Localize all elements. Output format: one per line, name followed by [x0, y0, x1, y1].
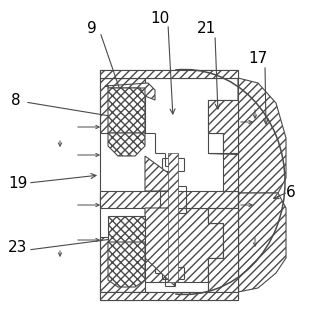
- Polygon shape: [238, 78, 286, 193]
- Text: 23: 23: [8, 241, 28, 256]
- Polygon shape: [108, 133, 145, 156]
- Polygon shape: [105, 83, 155, 100]
- Text: 21: 21: [197, 20, 217, 36]
- Polygon shape: [208, 153, 238, 292]
- Text: 17: 17: [248, 51, 268, 66]
- Text: 9: 9: [87, 20, 97, 36]
- Polygon shape: [145, 208, 175, 286]
- Polygon shape: [168, 153, 178, 282]
- Text: 19: 19: [8, 176, 28, 191]
- Polygon shape: [238, 193, 286, 292]
- Text: 10: 10: [150, 10, 170, 25]
- Polygon shape: [108, 242, 145, 287]
- Polygon shape: [108, 88, 145, 133]
- Text: 6: 6: [286, 185, 296, 200]
- Polygon shape: [145, 156, 175, 191]
- Polygon shape: [100, 78, 145, 133]
- Polygon shape: [208, 208, 238, 292]
- Text: 8: 8: [11, 92, 21, 108]
- Polygon shape: [100, 191, 238, 208]
- Polygon shape: [100, 237, 145, 292]
- Polygon shape: [100, 193, 145, 205]
- Polygon shape: [100, 292, 238, 300]
- Polygon shape: [108, 216, 145, 258]
- Polygon shape: [145, 208, 223, 282]
- Polygon shape: [208, 100, 238, 153]
- Polygon shape: [100, 70, 238, 78]
